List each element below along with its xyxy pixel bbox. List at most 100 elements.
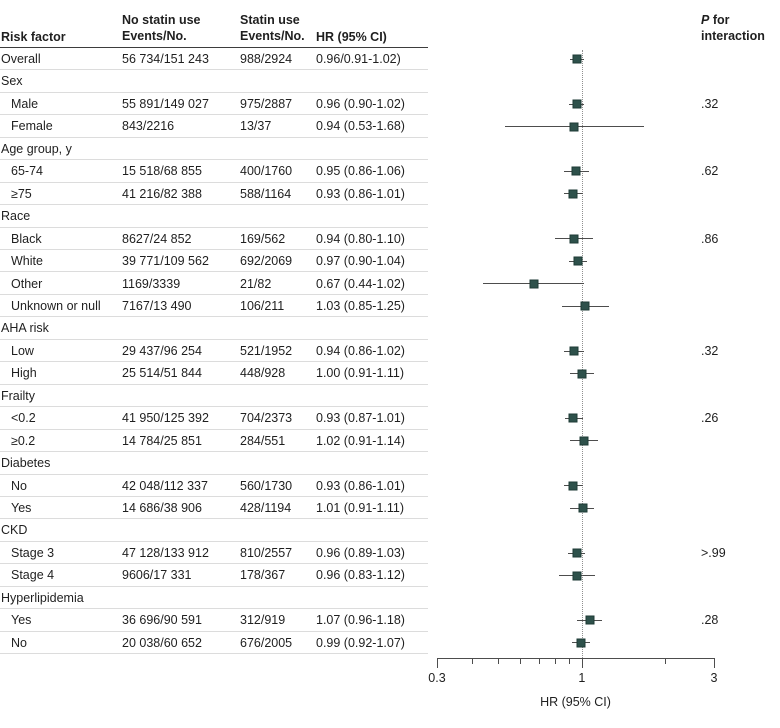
x-axis-tick-label: 0.3 [428,671,446,685]
hr-point-marker [572,548,582,558]
hr-point-marker [572,571,582,581]
p-interaction-value: .32 [701,343,719,358]
no-statin-events-value: 8627/24 852 [122,231,192,246]
hr-point-marker [568,189,578,199]
no-statin-events-value: 41 950/125 392 [122,411,209,426]
statin-events-value: 810/2557 [240,545,293,560]
table-row: 65-74 15 518/68 855 400/1760 0.95 (0.86-1.0… [0,160,428,183]
no-statin-events-value: 14 784/25 851 [122,433,202,448]
no-statin-events-value: 39 771/109 562 [122,254,209,269]
table-row: Low 29 437/96 254 521/1952 0.94 (0.86-1.02) [0,340,428,363]
no-statin-events-value: 25 514/51 844 [122,366,202,381]
risk-factor-label: Hyperlipidemia [1,590,84,605]
table-row: No 42 048/112 337 560/1730 0.93 (0.86-1.01) [0,475,428,497]
x-axis-major-tick [437,658,438,668]
statin-events-value: 169/562 [240,231,286,246]
hr-point-marker [571,166,581,176]
statin-events-value: 178/367 [240,568,286,583]
risk-factor-label: No [11,478,27,493]
table-row: ≥75 41 216/82 388 588/1164 0.93 (0.86-1.01) [0,183,428,206]
table-group-row: Diabetes [0,452,428,475]
risk-factor-label: Sex [1,74,23,89]
hr-ci-text: 1.01 (0.91-1.11) [316,501,405,515]
table-row: Yes 14 686/38 906 428/1194 1.01 (0.91-1.11) [0,497,428,520]
risk-factor-label: Age group, y [1,141,72,156]
risk-factor-label: White [11,254,43,269]
risk-factor-label: Race [1,209,31,224]
statin-events-value: 521/1952 [240,343,293,358]
hr-point-marker [573,256,583,266]
table-row: Stage 3 47 128/133 912 810/2557 0.96 (0.89-… [0,542,428,565]
hr-ci-text: 0.99 (0.92-1.07) [316,635,405,650]
statin-events-value: 448/928 [240,366,286,381]
no-statin-events-value: 56 734/151 243 [122,52,209,66]
risk-factor-label: Diabetes [1,456,51,471]
hr-ci-text: 1.07 (0.96-1.18) [316,613,405,628]
risk-factor-label: Other [11,276,43,291]
no-statin-events-value: 55 891/149 027 [122,96,209,111]
column-header-no-statin-line1: No statin use [122,13,201,27]
no-statin-events-value: 47 128/133 912 [122,545,209,560]
column-header-risk-factor: Risk factor [1,30,66,44]
column-header-p-line2: interaction [701,29,765,43]
hr-ci-text: 0.93 (0.86-1.01) [316,186,405,201]
table-row: Female 843/2216 13/37 0.94 (0.53-1.68) [0,115,428,138]
x-axis-major-tick [581,658,583,668]
statin-events-value: 692/2069 [240,254,293,269]
statin-events-value: 428/1194 [240,501,292,515]
hr-ci-text: 0.96 (0.83-1.12) [316,568,405,583]
no-statin-events-value: 843/2216 [122,119,175,134]
statin-events-value: 312/919 [240,613,286,628]
statin-events-value: 284/551 [240,433,286,448]
hr-ci-text: 0.97 (0.90-1.04) [316,254,405,269]
x-axis-line [437,658,715,659]
statin-events-value: 704/2373 [240,411,293,426]
statin-events-value: 13/37 [240,119,272,134]
table-row: Unknown or null 7167/13 490 106/211 1.03 (0… [0,295,428,318]
hr-point-marker [577,369,587,379]
no-statin-events-value: 41 216/82 388 [122,186,202,201]
hr-point-marker [572,54,582,64]
risk-factor-label: <0.2 [11,411,36,426]
p-interaction-value: >.99 [701,545,726,560]
hr-point-marker [576,638,586,648]
no-statin-events-value: 9606/17 331 [122,568,192,583]
hr-point-marker [585,615,595,625]
risk-factor-label: Unknown or null [11,298,101,313]
x-axis-minor-tick [665,658,667,664]
x-axis-tick-label: 1 [578,671,586,685]
no-statin-events-value: 15 518/68 855 [122,164,202,179]
column-header-p-line1: P for [701,12,765,28]
statin-events-value: 560/1730 [240,478,293,493]
statin-events-value: 106/211 [240,298,285,313]
hr-ci-text: 0.96 (0.90-1.02) [316,96,405,111]
risk-factor-label: ≥0.2 [11,433,36,448]
p-interaction-value: .86 [701,231,719,246]
table-row: High 25 514/51 844 448/928 1.00 (0.91-1.11) [0,362,428,385]
table-group-row: Frailty [0,385,428,408]
hr-ci-text: 0.94 (0.86-1.02) [316,343,405,358]
no-statin-events-value: 36 696/90 591 [122,613,202,628]
statin-events-value: 676/2005 [240,635,293,650]
risk-factor-label: Black [11,231,42,246]
table-row: Male 55 891/149 027 975/2887 0.96 (0.90-1.0… [0,93,428,116]
table-row: ≥0.2 14 784/25 851 284/551 1.02 (0.91-1.14) [0,430,428,453]
hr-ci-text: 0.93 (0.86-1.01) [316,478,405,493]
hr-point-marker [568,481,578,491]
table-row: White 39 771/109 562 692/2069 0.97 (0.90-1.… [0,250,428,273]
risk-factor-label: Low [11,343,34,358]
no-statin-events-value: 20 038/60 652 [122,635,202,650]
risk-factor-label: AHA risk [1,321,49,336]
column-header-hr-ci: HR (95% CI) [316,30,387,44]
p-after: for [709,13,730,27]
statin-events-value: 975/2887 [240,96,293,111]
hr-ci-text: 0.94 (0.53-1.68) [316,119,405,134]
table-row: Black 8627/24 852 169/562 0.94 (0.80-1.10) [0,228,428,251]
risk-factor-label: Stage 4 [11,568,55,583]
risk-factor-label: ≥75 [11,186,32,201]
statin-events-value: 988/2924 [240,52,293,66]
x-axis-minor-tick [569,658,571,664]
hr-point-marker [572,99,582,109]
risk-factor-label: CKD [1,523,28,538]
